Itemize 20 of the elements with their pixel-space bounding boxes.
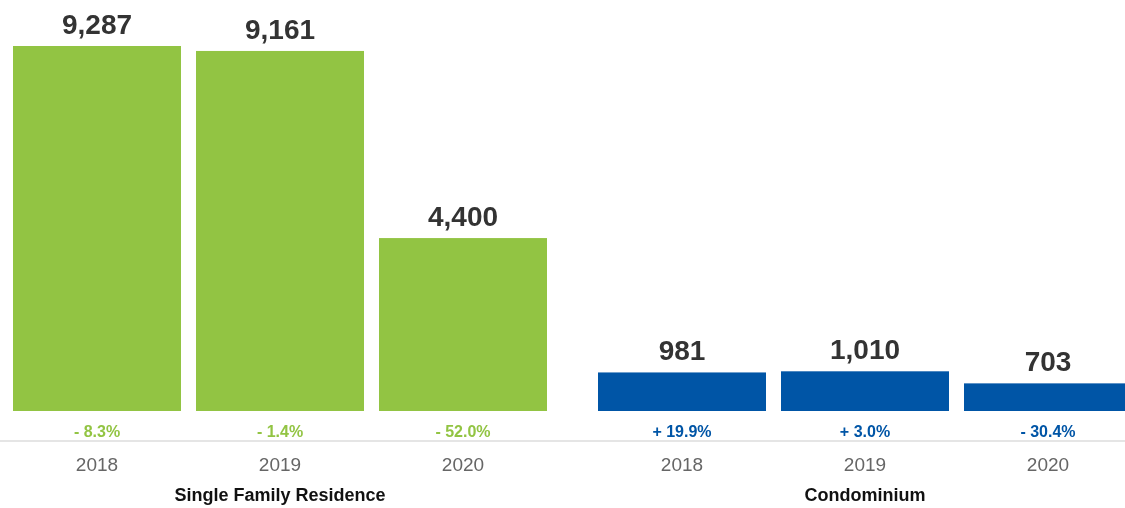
- x-tick-label: 2020: [1026, 454, 1070, 475]
- data-label: 981: [658, 335, 706, 367]
- data-label: 9,161: [244, 13, 316, 45]
- x-tick-label: 2019: [843, 454, 887, 475]
- x-tick-label: 2018: [75, 454, 119, 475]
- text: - 8.3%: [73, 423, 121, 440]
- x-tick-label: 2020: [441, 454, 485, 475]
- text: - 1.4%: [256, 423, 304, 440]
- text: + 19.9%: [652, 423, 712, 440]
- data-label: 4,400: [427, 201, 499, 233]
- data-label: 703: [1024, 346, 1072, 378]
- text: Condominium: [804, 485, 926, 505]
- text: Single Family Residence: [174, 485, 386, 505]
- data-label: 1,010: [829, 334, 901, 366]
- text: - 52.0%: [435, 423, 491, 440]
- x-tick-label: 2019: [258, 454, 302, 475]
- x-tick-label: 2018: [660, 454, 704, 475]
- data-label: 9,287: [61, 9, 133, 40]
- text: + 3.0%: [839, 423, 891, 440]
- text: - 30.4%: [1020, 423, 1076, 440]
